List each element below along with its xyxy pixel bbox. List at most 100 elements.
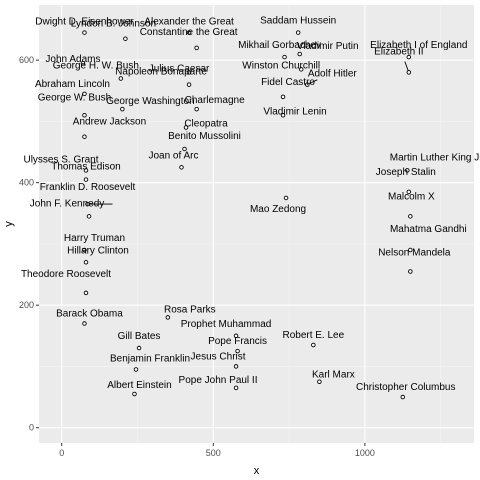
point-label: Fidel Castro	[261, 77, 315, 88]
data-point	[182, 146, 187, 152]
point-label: Malcolm X	[388, 191, 435, 202]
data-point	[233, 385, 239, 391]
data-point	[82, 247, 87, 253]
data-point	[82, 321, 87, 326]
point-label: Constantine the Great	[140, 27, 238, 38]
point-label: Andrew Jackson	[73, 117, 146, 128]
point-label: Pope Francis	[208, 336, 267, 347]
data-point	[165, 315, 171, 320]
point-label: George H. W. Bush	[53, 61, 139, 72]
data-point	[295, 30, 301, 35]
point-label: Winston Churchill	[242, 60, 320, 71]
point-label: Hillary Clinton	[67, 245, 129, 256]
point-label: Nelson Mandela	[378, 247, 451, 258]
data-point	[282, 54, 287, 60]
data-point	[133, 367, 139, 372]
data-point	[118, 76, 124, 81]
plot-panel	[39, 5, 474, 443]
point-label: Prophet Muhammad	[181, 319, 272, 330]
data-point	[280, 113, 286, 118]
point-label: Robert E. Lee	[282, 330, 344, 341]
point-label: Abraham Lincoln	[35, 79, 110, 90]
point-label: Karl Marx	[312, 370, 355, 381]
data-point	[235, 348, 240, 354]
data-point	[408, 247, 413, 253]
point-labels: Dwight D. Eisenhower Alexander the Great S…	[21, 16, 480, 393]
y-axis-ticks: 0 200 400 600	[19, 55, 39, 433]
y-tick-label: 200	[19, 300, 34, 310]
data-point	[233, 364, 239, 369]
point-label: George W. Bush	[38, 92, 111, 103]
point-label: Elizabeth II	[374, 46, 423, 57]
point-label: Napoleon Bonaparte	[115, 67, 207, 78]
data-point	[83, 290, 89, 296]
point-label: Theodore Roosevelt	[21, 269, 111, 280]
point-label: Rosa Parks	[164, 304, 216, 315]
major-gridlines	[39, 5, 474, 443]
data-point	[186, 70, 192, 75]
point-label: Pope John Paul II	[179, 375, 258, 386]
point-label: Jesus Christ	[191, 351, 246, 362]
data-point	[405, 168, 410, 173]
data-point	[82, 134, 87, 139]
data-point	[406, 70, 412, 75]
point-label: Albert Einstein	[107, 380, 171, 391]
data-point	[311, 342, 316, 348]
data-point	[400, 394, 406, 400]
point-label: Elizabeth I of England	[370, 40, 467, 51]
data-point	[83, 168, 89, 173]
point-label: Benito Mussolini	[168, 131, 241, 142]
point-label: Vladimir Lenin	[263, 106, 326, 117]
data-point	[82, 30, 87, 35]
point-label: Julius Caesar	[149, 63, 210, 74]
point-label: John Adams	[45, 54, 100, 65]
data-point	[83, 177, 89, 182]
data-point	[408, 269, 413, 274]
y-tick-label: 0	[29, 423, 34, 433]
data-point	[317, 379, 322, 384]
data-point	[406, 189, 412, 195]
point-label: Vladimir Putin	[297, 41, 359, 52]
data-point	[123, 36, 128, 41]
data-point	[120, 106, 125, 112]
point-label: Dwight D. Eisenhower	[35, 17, 134, 28]
point-label: Martin Luther King Jr.	[390, 152, 480, 163]
point-label: Mikhail Gorbachev	[238, 40, 321, 51]
point-label: John F. Kennedy	[30, 198, 105, 209]
x-tick-label: 0	[59, 448, 64, 458]
data-point	[132, 391, 137, 397]
y-axis-title: y	[3, 221, 15, 227]
point-label: Harry Truman	[64, 233, 125, 244]
minor-gridlines	[39, 5, 474, 443]
point-label: Mahatma Gandhi	[390, 224, 467, 235]
data-point	[305, 82, 310, 87]
data-point	[194, 106, 199, 112]
x-axis-ticks: 0 500 1000	[59, 443, 375, 458]
x-tick-label: 500	[206, 448, 221, 458]
data-point	[186, 30, 192, 35]
data-point	[233, 333, 239, 339]
point-label: Joseph Stalin	[376, 167, 436, 178]
point-label: Alexander the Great	[144, 17, 234, 28]
x-axis-title: x	[254, 465, 260, 477]
data-point	[283, 195, 289, 201]
data-points	[80, 30, 413, 400]
point-label: Adolf Hitler	[308, 69, 358, 80]
data-point	[186, 82, 192, 87]
point-label: Ulysses S. Grant	[23, 154, 98, 165]
point-label: Saddam Hussein	[260, 16, 336, 27]
point-label: Franklin D. Roosevelt	[40, 182, 136, 193]
data-point	[82, 91, 87, 97]
data-point	[297, 51, 302, 57]
data-point	[80, 60, 86, 66]
point-label: Benjamin Franklin	[110, 353, 190, 364]
y-tick-label: 600	[19, 55, 34, 65]
data-point	[136, 345, 142, 351]
data-point	[82, 113, 87, 118]
data-point	[406, 54, 412, 60]
point-label: Lyndon B. Johnson	[71, 19, 156, 30]
data-point	[86, 214, 92, 219]
point-label: Cleopatra	[184, 119, 228, 130]
point-label: Thomas Edison	[51, 162, 120, 173]
data-point	[183, 125, 189, 130]
